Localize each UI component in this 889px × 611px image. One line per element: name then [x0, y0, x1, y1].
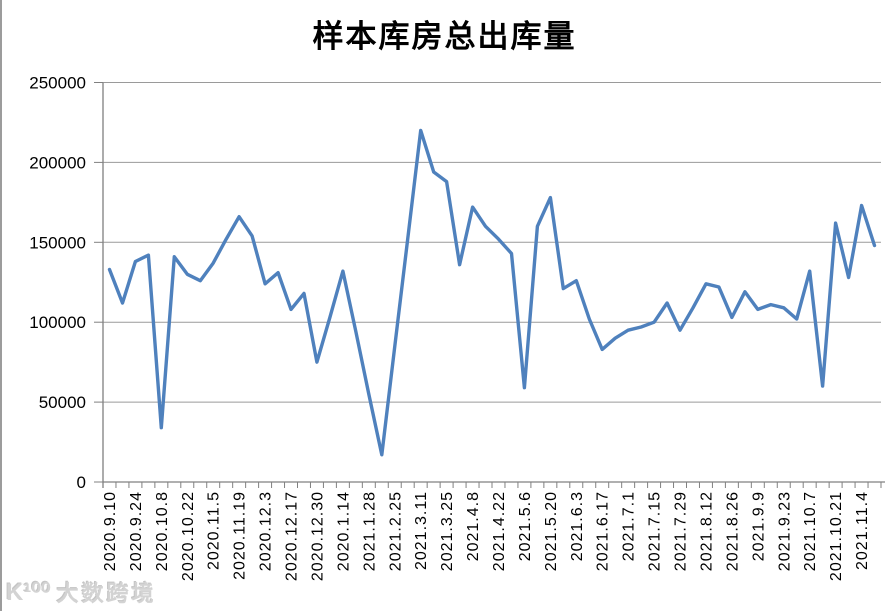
x-axis-label: 2020.9.10	[102, 491, 119, 571]
y-axis-label: 150000	[29, 233, 86, 252]
x-axis-label: 2021.10.21	[828, 491, 845, 581]
chart-title: 样本库房总出库量	[312, 19, 577, 54]
x-axis-label: 2021.6.3	[569, 491, 586, 561]
y-axis-label: 0	[77, 473, 86, 492]
y-axis-label: 100000	[29, 313, 86, 332]
x-axis-label: 2021.7.15	[647, 491, 664, 571]
y-axis-label: 50000	[39, 393, 86, 412]
x-axis-label: 2020.11.5	[206, 491, 223, 570]
x-axis-label: 2021.5.6	[517, 491, 534, 561]
x-axis-label: 2021.11.4	[854, 491, 871, 570]
x-axis-label: 2020.10.8	[154, 491, 171, 571]
watermark: K¹⁰⁰ 大数跨境	[6, 576, 157, 608]
x-axis-label: 2021.10.7	[802, 491, 819, 571]
x-axis-label: 2020.12.30	[309, 491, 326, 581]
x-axis-label: 2021.4.8	[465, 491, 482, 561]
x-axis-label: 2021.7.1	[621, 491, 638, 561]
x-axis-label: 2020.1.14	[335, 491, 352, 571]
x-axis-label: 2021.7.29	[673, 491, 690, 571]
series-line	[107, 128, 877, 457]
x-axis-label: 2021.3.11	[413, 491, 430, 570]
y-axis-label: 200000	[29, 153, 86, 172]
x-axis-label: 2021.2.25	[387, 491, 404, 571]
x-axis-label: 2021.8.26	[724, 491, 741, 571]
x-axis-label: 2021.8.12	[698, 491, 715, 571]
x-axis-label: 2021.1.28	[361, 491, 378, 571]
x-axis-label: 2020.12.17	[284, 491, 301, 581]
y-axis-label: 250000	[29, 73, 86, 92]
watermark-logo-icon: K¹⁰⁰	[6, 578, 51, 606]
x-axis-label: 2021.9.9	[750, 491, 767, 561]
watermark-brand-text: 大数跨境	[56, 581, 157, 606]
x-axis-label: 2021.5.20	[543, 491, 560, 571]
window-left-border	[0, 0, 2, 611]
x-axis-label: 2021.4.22	[491, 491, 508, 571]
x-axis-label: 2021.3.25	[439, 491, 456, 571]
x-axis-label: 2021.9.23	[776, 491, 793, 571]
x-axis-label: 2020.10.22	[180, 491, 197, 581]
x-axis-label: 2021.6.17	[595, 491, 612, 571]
x-axis-label: 2020.9.24	[128, 491, 145, 571]
x-axis-label: 2020.11.19	[232, 491, 249, 580]
x-axis-label: 2020.12.3	[258, 491, 275, 571]
